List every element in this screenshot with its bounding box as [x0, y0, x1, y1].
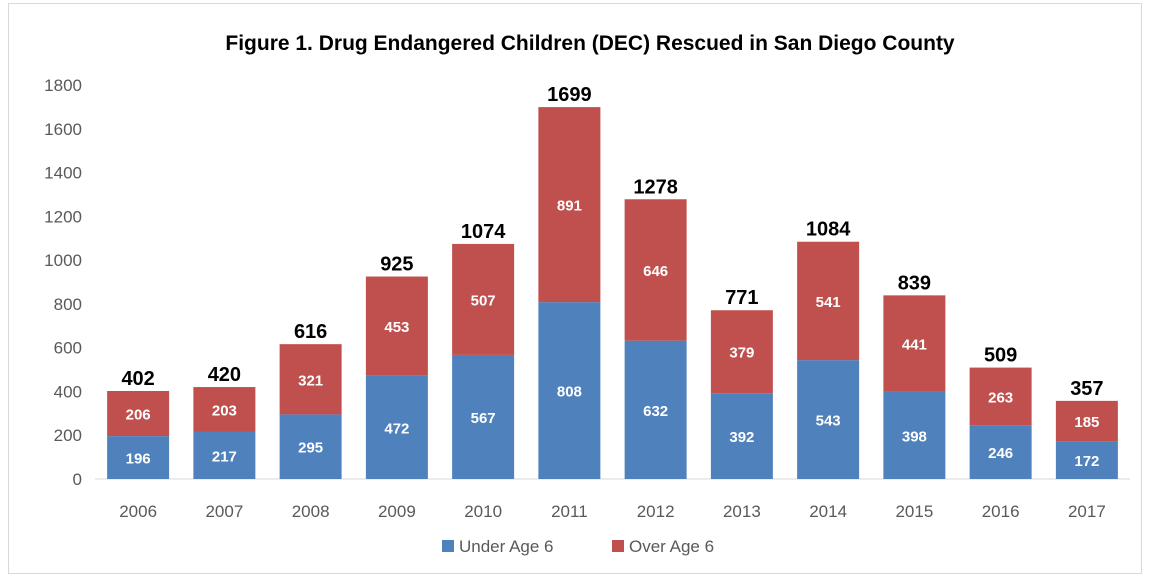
data-label-over-age-6: 379 [729, 345, 754, 362]
x-tick-label: 2010 [464, 502, 502, 521]
data-label-total: 509 [984, 345, 1017, 367]
data-label-under-age-6: 172 [1074, 453, 1099, 470]
y-tick-label: 400 [54, 382, 82, 401]
y-tick-label: 800 [54, 295, 82, 314]
data-label-total: 402 [121, 368, 154, 390]
bar-over-age-6 [279, 344, 342, 415]
legend-swatch [442, 540, 454, 552]
bar-under-age-6 [710, 393, 773, 479]
data-label-total: 1699 [547, 84, 592, 106]
data-label-over-age-6: 203 [212, 402, 237, 419]
y-tick-label: 1800 [44, 76, 82, 95]
bar-over-age-6 [969, 367, 1032, 426]
data-label-total: 1084 [806, 219, 851, 241]
data-label-under-age-6: 567 [471, 410, 496, 427]
x-tick-label: 2017 [1068, 502, 1106, 521]
legend-label: Over Age 6 [629, 537, 714, 556]
legend-label: Under Age 6 [459, 537, 554, 556]
bar-under-age-6 [279, 414, 342, 479]
y-tick-label: 600 [54, 339, 82, 358]
data-label-under-age-6: 295 [298, 440, 323, 457]
data-label-total: 771 [725, 287, 758, 309]
bar-over-age-6 [624, 199, 687, 341]
x-tick-label: 2016 [982, 502, 1020, 521]
x-tick-label: 2011 [551, 502, 588, 521]
x-tick-label: 2013 [723, 502, 761, 521]
bar-under-age-6 [624, 340, 687, 479]
bar-over-age-6 [107, 391, 170, 437]
y-tick-label: 1200 [44, 207, 82, 226]
data-label-under-age-6: 392 [729, 429, 754, 446]
bar-under-age-6 [1055, 441, 1118, 479]
x-tick-label: 2014 [809, 502, 847, 521]
data-label-under-age-6: 217 [212, 448, 237, 465]
data-label-over-age-6: 441 [902, 337, 927, 354]
data-label-total: 420 [208, 364, 241, 386]
bar-under-age-6 [107, 436, 170, 479]
bar-under-age-6 [797, 360, 860, 479]
data-label-total: 839 [898, 272, 931, 294]
data-label-total: 925 [380, 254, 413, 276]
bar-over-age-6 [883, 295, 946, 392]
data-label-total: 1278 [633, 176, 678, 198]
bar-over-age-6 [710, 310, 773, 394]
data-label-total: 1074 [461, 221, 506, 243]
data-label-under-age-6: 196 [126, 451, 151, 468]
data-label-over-age-6: 263 [988, 389, 1013, 406]
bar-under-age-6 [538, 302, 601, 479]
bar-under-age-6 [969, 425, 1032, 479]
data-label-over-age-6: 891 [557, 198, 582, 215]
x-tick-label: 2006 [119, 502, 157, 521]
bar-over-age-6 [797, 241, 860, 361]
bar-under-age-6 [883, 391, 946, 479]
y-tick-label: 200 [54, 426, 82, 445]
bar-under-age-6 [193, 431, 256, 479]
legend-swatch [612, 540, 624, 552]
bar-over-age-6 [1055, 400, 1118, 442]
x-tick-label: 2015 [895, 502, 933, 521]
y-tick-label: 1600 [44, 120, 82, 139]
bar-over-age-6 [452, 243, 515, 355]
bar-under-age-6 [452, 354, 515, 479]
bar-under-age-6 [365, 375, 428, 479]
data-label-under-age-6: 472 [384, 420, 409, 437]
x-tick-label: 2008 [292, 502, 330, 521]
y-tick-label: 1000 [44, 251, 82, 270]
data-label-over-age-6: 185 [1074, 414, 1099, 431]
bar-over-age-6 [538, 107, 601, 303]
x-tick-label: 2007 [205, 502, 243, 521]
data-label-under-age-6: 632 [643, 403, 668, 420]
y-tick-label: 0 [73, 470, 82, 489]
y-tick-label: 1400 [44, 164, 82, 183]
data-label-total: 616 [294, 321, 327, 343]
data-label-under-age-6: 543 [816, 413, 841, 430]
data-label-under-age-6: 398 [902, 428, 927, 445]
data-label-over-age-6: 453 [384, 319, 409, 336]
x-tick-label: 2009 [378, 502, 416, 521]
bar-over-age-6 [365, 276, 428, 376]
data-label-over-age-6: 646 [643, 263, 668, 280]
y-axis: 0 200 400 600 800 1000 1200 1400 1600 1800 [44, 76, 82, 489]
data-label-over-age-6: 206 [126, 407, 151, 424]
legend: Under Age 6 Over Age 6 [442, 537, 714, 556]
data-label-under-age-6: 808 [557, 384, 582, 401]
data-label-over-age-6: 507 [471, 292, 496, 309]
chart-title: Figure 1. Drug Endangered Children (DEC)… [225, 32, 955, 55]
bar-over-age-6 [193, 387, 256, 432]
x-axis: 2006 2007 2008 2009 2010 2011 2012 2013 2014 2015… [95, 478, 1130, 521]
x-tick-label: 2012 [637, 502, 675, 521]
data-label-under-age-6: 246 [988, 445, 1013, 462]
bars-group: 196 206 402 217 203 420 295 321 616 472 453 925 567 5… [107, 84, 1118, 479]
data-label-over-age-6: 321 [298, 372, 323, 389]
data-label-over-age-6: 541 [816, 294, 841, 311]
data-label-total: 357 [1070, 378, 1103, 400]
